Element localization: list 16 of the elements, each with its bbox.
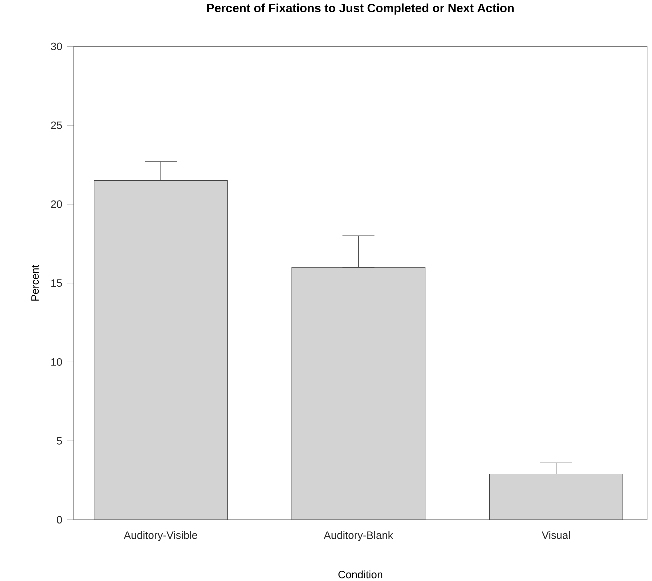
y-tick-label: 30 (51, 42, 62, 50)
bar (94, 180, 228, 520)
y-tick-label: 0 (57, 516, 62, 524)
y-tick-label: 25 (51, 122, 62, 130)
y-tick-label: 5 (57, 437, 62, 445)
y-tick-label: 15 (52, 280, 62, 288)
x-tick-label: Visual (542, 531, 570, 540)
x-tick-label: Auditory-Blank (324, 531, 394, 542)
y-axis-title: Percent (32, 265, 40, 301)
y-tick-label: 10 (52, 358, 62, 366)
bar (292, 267, 426, 520)
bar (489, 474, 624, 520)
x-tick-label: Auditory-Visible (124, 531, 198, 542)
x-axis-title: Condition (338, 570, 383, 579)
y-tick-label: 20 (51, 200, 62, 208)
chart-title: Percent of Fixations to Just Completed or Next Action (207, 4, 514, 15)
